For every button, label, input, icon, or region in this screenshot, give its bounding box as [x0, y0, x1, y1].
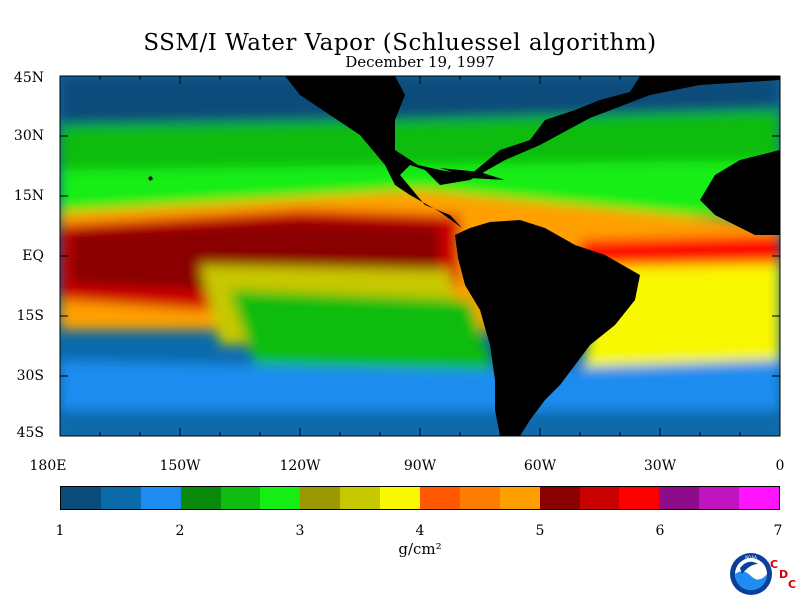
noaa-logo-text: NOAA	[745, 555, 757, 560]
colorbar-swatch-9	[380, 487, 421, 509]
water-vapor-map	[59, 75, 781, 437]
colorbar-tick-1: 1	[55, 523, 65, 539]
land-masses	[148, 76, 780, 436]
colorbar-swatch-17	[699, 487, 740, 509]
colorbar-tick-2: 2	[175, 523, 185, 539]
colorbar-tick-3: 3	[295, 523, 305, 539]
colorbar-swatch-14	[579, 487, 620, 509]
colorbar	[60, 486, 780, 510]
colorbar-swatch-5	[220, 487, 261, 509]
colorbar-swatch-10	[420, 487, 460, 509]
lat-label-30s: 30S	[16, 368, 44, 384]
lon-label-90w: 90W	[403, 458, 437, 474]
south-america	[455, 220, 640, 436]
colorbar-units: g/cm²	[398, 540, 442, 558]
colorbar-swatch-11	[459, 487, 500, 509]
lat-label-15s: 15S	[16, 308, 44, 324]
colorbar-swatch-15	[619, 487, 660, 509]
colorbar-swatch-7	[300, 487, 341, 509]
noaa-cdc-logo: NOAA C D C	[728, 550, 798, 598]
colorbar-tick-4: 4	[415, 523, 425, 539]
africa	[700, 150, 780, 235]
lon-label-0: 0	[775, 458, 785, 474]
colorbar-swatch-2	[100, 487, 141, 509]
colorbar-swatch-8	[340, 487, 381, 509]
cdc-letter-1: C	[770, 558, 779, 571]
lat-label-45n: 45N	[13, 70, 44, 86]
hawaii	[148, 176, 153, 181]
cuba	[440, 168, 505, 180]
map-subtitle: December 19, 1997	[345, 53, 495, 71]
lon-label-180e: 180E	[29, 458, 67, 474]
cdc-letter-3: C	[788, 578, 797, 591]
lat-label-30n: 30N	[13, 128, 44, 144]
colorbar-swatch-1	[61, 487, 101, 509]
lon-label-30w: 30W	[643, 458, 677, 474]
colorbar-tick-6: 6	[655, 523, 665, 539]
lat-label-45s: 45S	[16, 425, 44, 441]
cdc-letter-2: D	[779, 568, 789, 581]
atlantic-red	[580, 235, 780, 265]
lon-label-150w: 150W	[159, 458, 201, 474]
axis-ticks	[59, 75, 781, 437]
colorbar-swatch-13	[539, 487, 580, 509]
colorbar-swatch-3	[140, 487, 181, 509]
colorbar-swatch-16	[659, 487, 700, 509]
colorbar-tick-5: 5	[535, 523, 545, 539]
lon-label-120w: 120W	[279, 458, 321, 474]
lat-label-15n: 15N	[13, 188, 44, 204]
colorbar-swatch-6	[260, 487, 301, 509]
north-america	[285, 76, 780, 228]
colorbar-swatch-18	[739, 487, 780, 509]
lat-label-eq: EQ	[22, 248, 44, 264]
map-title: SSM/I Water Vapor (Schluessel algorithm)	[143, 30, 657, 56]
lon-label-60w: 60W	[523, 458, 557, 474]
noaa-logo-icon: NOAA	[730, 553, 772, 595]
colorbar-swatch-12	[499, 487, 540, 509]
colorbar-swatch-4	[180, 487, 221, 509]
south-green	[230, 290, 500, 390]
colorbar-tick-7: 7	[773, 523, 783, 539]
